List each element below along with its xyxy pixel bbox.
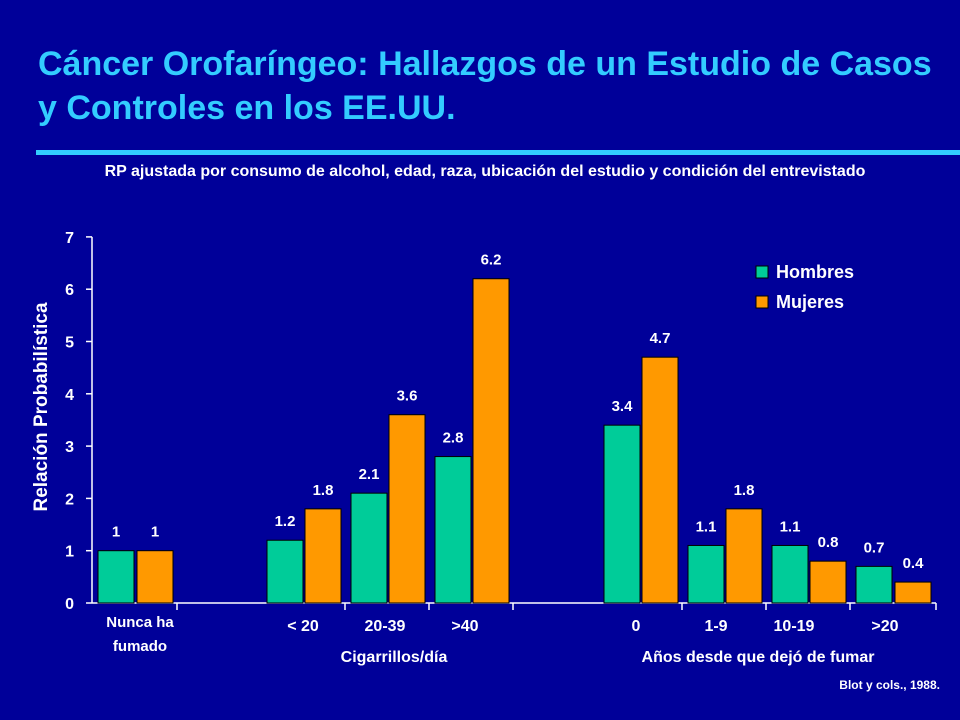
bar-hombres <box>266 539 304 604</box>
x-tick-label: 0 <box>632 618 641 635</box>
y-tick-label: 7 <box>65 230 74 247</box>
bar-mujeres <box>304 508 342 604</box>
bar-mujeres <box>472 278 510 604</box>
y-tick-label: 4 <box>65 387 74 404</box>
y-axis-title: Relación Probabilística <box>31 302 52 511</box>
data-label: 3.6 <box>397 388 418 405</box>
x-group-label: Años desde que dejó de fumar <box>642 649 875 666</box>
x-tick-label: 20-39 <box>365 618 406 635</box>
bar-mujeres <box>809 560 847 604</box>
data-label: 1.8 <box>734 482 755 499</box>
bar-mujeres <box>136 550 174 604</box>
y-tick-label: 1 <box>65 544 74 561</box>
bar-hombres <box>855 565 893 604</box>
x-tick-label: < 20 <box>287 618 319 635</box>
bars-group <box>97 278 932 604</box>
bar-hombres <box>350 492 388 604</box>
bar-mujeres <box>894 581 932 604</box>
y-tick-label: 0 <box>65 596 74 613</box>
bar-mujeres <box>641 356 679 604</box>
legend-swatch-hombres <box>755 265 769 279</box>
chart-subtitle: RP ajustada por consumo de alcohol, edad… <box>104 163 866 180</box>
data-label: 4.7 <box>650 330 671 347</box>
bar-hombres <box>603 424 641 604</box>
y-tick-label: 6 <box>65 282 74 299</box>
x-tick-label: 10-19 <box>774 618 815 635</box>
bar-hombres <box>97 550 135 604</box>
x-tick-label: >20 <box>871 618 898 635</box>
data-label: 1 <box>151 524 159 541</box>
bar-hombres <box>687 544 725 604</box>
data-label: 3.4 <box>612 398 634 415</box>
axes-group: 0 1 2 3 4 5 6 7 Relación Probabilística Nunca ha f… <box>31 230 937 666</box>
data-label: 0.8 <box>818 534 839 551</box>
bar-hombres <box>434 456 472 604</box>
title-divider <box>36 150 960 155</box>
data-label: 0.7 <box>864 539 885 556</box>
x-tick-label: 1-9 <box>704 618 727 635</box>
legend: Hombres Mujeres <box>755 262 854 312</box>
legend-label-hombres: Hombres <box>776 262 854 282</box>
x-tick-label: Nunca ha fumado <box>106 614 174 655</box>
data-label: 2.8 <box>443 430 464 447</box>
slide-title: Cáncer Orofaríngeo: Hallazgos de un Estu… <box>38 45 932 127</box>
y-tick-label: 2 <box>65 491 74 508</box>
x-group-label: Cigarrillos/día <box>341 649 448 666</box>
data-label: 1.1 <box>780 518 801 535</box>
data-label: 0.4 <box>903 555 925 572</box>
x-tick-label: >40 <box>451 618 478 635</box>
source-citation: Blot y cols., 1988. <box>839 678 940 692</box>
data-label: 1 <box>112 524 120 541</box>
data-label: 1.2 <box>275 513 296 530</box>
y-tick-label: 3 <box>65 439 74 456</box>
bar-mujeres <box>388 414 426 604</box>
bar-mujeres <box>725 508 763 604</box>
data-label: 6.2 <box>481 252 502 269</box>
data-label: 2.1 <box>359 466 380 483</box>
data-label: 1.1 <box>696 518 717 535</box>
legend-label-mujeres: Mujeres <box>776 292 844 312</box>
data-labels-group: 1 1.2 2.1 2.8 3.4 1.1 1.1 0.7 1 1.8 3.6 6.2 4.7 1.8 0.… <box>112 252 924 572</box>
legend-swatch-mujeres <box>755 295 769 309</box>
data-label: 1.8 <box>313 482 334 499</box>
y-tick-label: 5 <box>65 335 74 352</box>
bar-hombres <box>771 544 809 604</box>
